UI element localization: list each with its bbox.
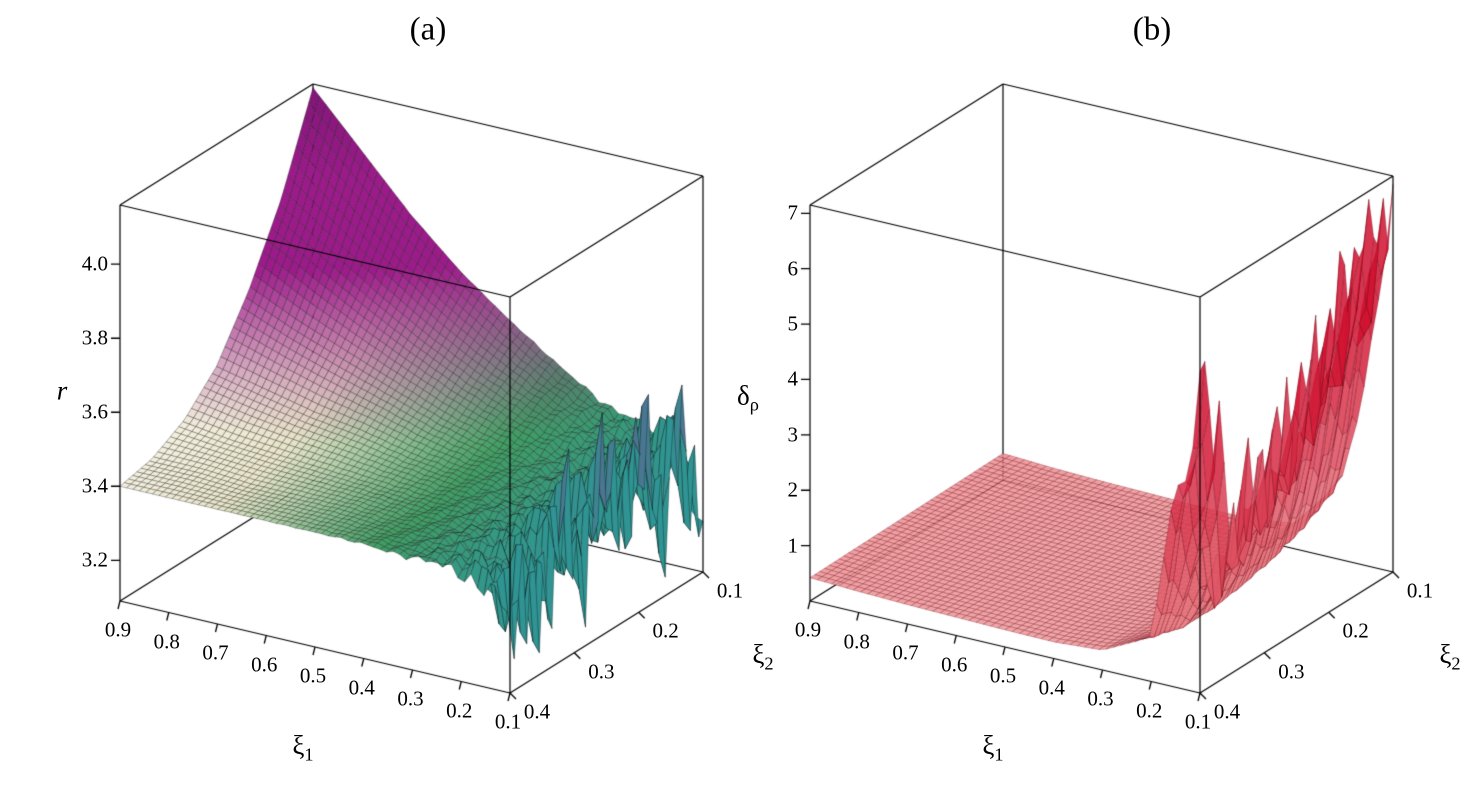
figure: 3.2 3.4 3.6 3.8 4.0 0.9 0.8 0.7 0.6 0.5 0.4 0.3 0.2 0… xyxy=(0,0,1465,792)
surface-plots-canvas xyxy=(0,0,1465,792)
